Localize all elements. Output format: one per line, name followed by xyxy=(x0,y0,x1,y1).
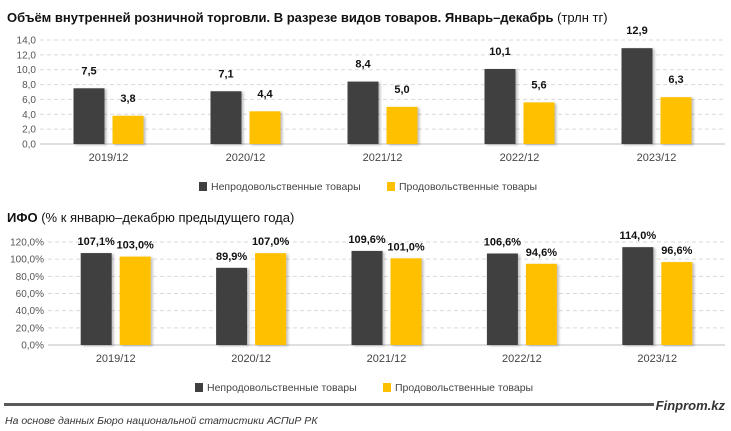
data-label: 5,6 xyxy=(531,79,546,91)
data-label: 10,1 xyxy=(489,46,510,58)
bar-non-food xyxy=(484,68,516,144)
bar-non-food xyxy=(80,253,112,345)
y-tick-label: 0,0% xyxy=(21,341,44,352)
bar-non-food xyxy=(486,253,518,345)
chart1: 0,0 2,0 4,0 6,0 8,0 10,0 12,0 14,0 2019/12 7,5 3,8… xyxy=(17,25,725,193)
legend-label: Продовольственные товары xyxy=(399,181,537,193)
legend-label: Продовольственные товары xyxy=(395,382,533,394)
data-label: 94,6% xyxy=(526,247,557,259)
x-tick-label: 2020/12 xyxy=(231,353,271,365)
data-label: 12,9 xyxy=(626,25,647,37)
bar-non-food xyxy=(351,250,383,345)
data-label: 5,0 xyxy=(394,84,409,96)
x-tick-label: 2022/12 xyxy=(500,152,540,164)
chart2: 0,0% 20,0% 40,0% 60,0% 80,0% 100,0% 120,0% 2019… xyxy=(10,230,725,394)
y-tick-label: 80,0% xyxy=(16,272,44,283)
legend-swatch-non-food xyxy=(199,182,207,191)
data-label: 3,8 xyxy=(120,93,135,105)
y-tick-label: 6,0 xyxy=(22,95,36,106)
data-label: 107,0% xyxy=(252,236,290,248)
x-tick-label: 2019/12 xyxy=(89,152,129,164)
chart1-title: Объём внутренней розничной торговли. В р… xyxy=(7,10,608,25)
bar-food xyxy=(660,97,692,144)
bar-non-food xyxy=(347,81,379,144)
x-tick-label: 2022/12 xyxy=(502,353,542,365)
y-tick-label: 60,0% xyxy=(16,289,44,300)
data-label: 4,4 xyxy=(257,88,273,100)
bar-non-food xyxy=(73,88,105,144)
bar-food xyxy=(119,256,151,345)
bar-food xyxy=(112,115,144,144)
bar-non-food xyxy=(621,48,653,144)
x-tick-label: 2023/12 xyxy=(637,353,677,365)
legend-swatch-non-food xyxy=(195,383,203,392)
y-tick-label: 4,0 xyxy=(22,110,36,121)
source-note: На основе данных Бюро национальной стати… xyxy=(5,415,318,427)
y-tick-label: 120,0% xyxy=(10,238,44,249)
y-tick-label: 10,0 xyxy=(17,65,37,76)
y-tick-label: 100,0% xyxy=(10,255,44,266)
bar-food xyxy=(525,263,557,345)
y-tick-label: 14,0 xyxy=(17,36,37,47)
data-label: 7,5 xyxy=(81,65,96,77)
bar-food xyxy=(386,106,418,144)
y-tick-label: 8,0 xyxy=(22,80,36,91)
bar-food xyxy=(249,111,281,144)
bar-food xyxy=(390,258,422,345)
y-tick-label: 2,0 xyxy=(22,125,36,136)
data-label: 114,0% xyxy=(619,230,656,242)
legend-swatch-food xyxy=(383,383,391,392)
legend-label: Непродовольственные товары xyxy=(211,181,361,193)
data-label: 106,6% xyxy=(484,237,522,249)
x-tick-label: 2021/12 xyxy=(363,152,403,164)
x-tick-label: 2021/12 xyxy=(367,353,407,365)
bar-non-food xyxy=(210,91,242,144)
data-label: 7,1 xyxy=(218,68,233,80)
data-label: 89,9% xyxy=(216,251,247,263)
x-tick-label: 2023/12 xyxy=(637,152,677,164)
data-label: 101,0% xyxy=(387,241,425,253)
data-label: 8,4 xyxy=(355,59,371,71)
data-label: 109,6% xyxy=(348,234,386,246)
x-tick-label: 2020/12 xyxy=(226,152,266,164)
bar-non-food xyxy=(622,247,654,345)
footer-divider xyxy=(4,403,654,406)
data-label: 107,1% xyxy=(78,236,116,248)
y-tick-label: 12,0 xyxy=(17,50,37,61)
x-tick-label: 2019/12 xyxy=(96,353,136,365)
y-tick-label: 0,0 xyxy=(22,140,36,151)
bar-non-food xyxy=(216,267,248,345)
y-tick-label: 40,0% xyxy=(16,306,44,317)
y-tick-label: 20,0% xyxy=(16,323,44,334)
legend-label: Непродовольственные товары xyxy=(207,382,357,394)
data-label: 6,3 xyxy=(668,74,683,86)
bar-food xyxy=(523,102,555,144)
brand-logo: Finprom.kz xyxy=(656,398,726,413)
data-label: 96,6% xyxy=(661,245,692,257)
bar-food xyxy=(661,262,693,345)
bar-food xyxy=(255,253,287,345)
data-label: 103,0% xyxy=(117,240,155,252)
legend-swatch-food xyxy=(387,182,395,191)
chart2-title: ИФО (% к январю–декабрю предыдущего года… xyxy=(7,210,294,225)
